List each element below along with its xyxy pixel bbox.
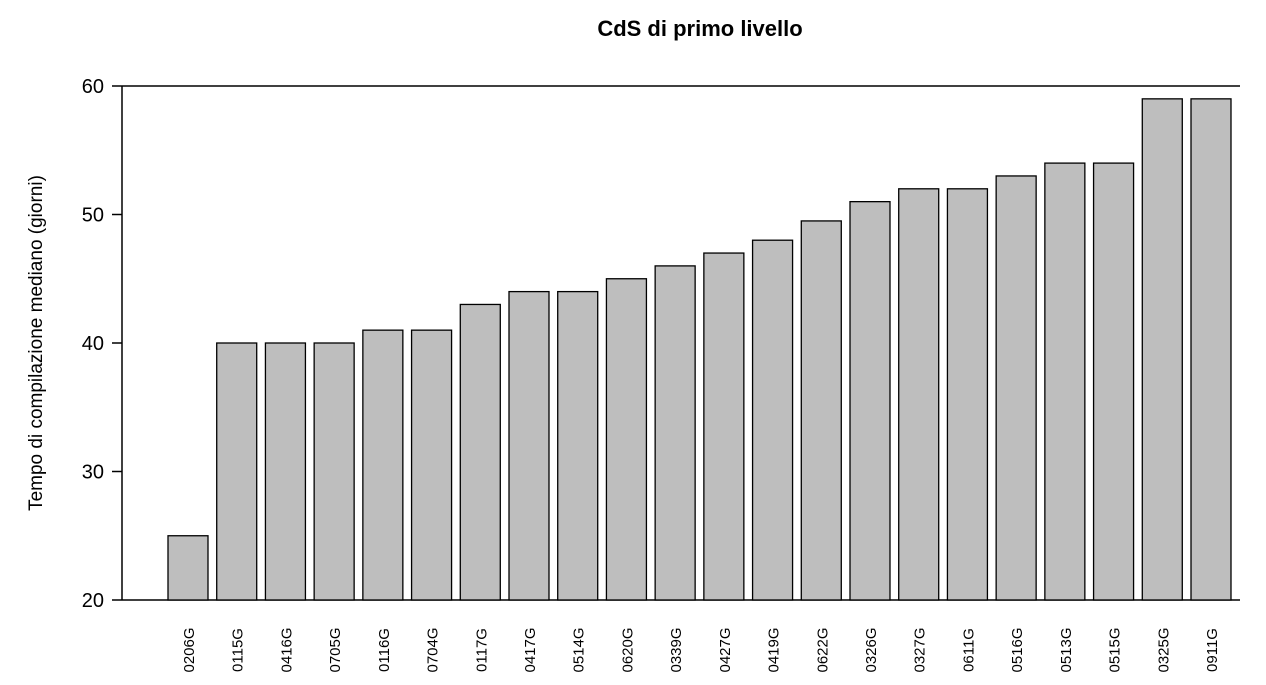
x-tick-label: 0611G <box>960 628 977 672</box>
bar <box>508 290 550 601</box>
bar <box>557 290 599 601</box>
bar <box>459 303 501 601</box>
bar <box>1092 162 1135 601</box>
bar <box>654 265 696 601</box>
bar <box>946 188 989 601</box>
x-tick-label: 0516G <box>1009 627 1026 672</box>
x-tick-label: 0427G <box>717 627 734 672</box>
x-tick-label: 0704G <box>425 627 442 672</box>
bar <box>1141 98 1183 601</box>
bar <box>362 329 404 601</box>
bar <box>216 342 258 601</box>
bar <box>703 252 745 601</box>
x-tick-label: 0514G <box>571 627 588 672</box>
y-tick-label: 20 <box>82 590 104 612</box>
bar <box>264 342 307 601</box>
bar <box>1044 162 1086 601</box>
y-axis-label: Tempo di compilazione mediano (giorni) <box>26 175 47 511</box>
bar <box>995 175 1037 601</box>
x-tick-label: 0620G <box>619 627 636 672</box>
y-tick-label: 50 <box>82 205 104 227</box>
x-tick-label: 0327G <box>912 627 929 672</box>
x-tick-label: 0705G <box>327 627 344 672</box>
x-tick-label: 0417G <box>522 627 539 672</box>
bar <box>1190 98 1232 601</box>
bar <box>167 535 209 601</box>
x-tick-label: 0419G <box>766 627 783 672</box>
x-tick-label: 0326G <box>863 627 880 672</box>
x-tick-label: 0206G <box>181 627 198 672</box>
bar <box>800 220 842 601</box>
chart-title: CdS di primo livello <box>597 16 802 41</box>
x-tick-label: 0339G <box>668 627 685 672</box>
bar <box>605 278 648 601</box>
x-tick-label: 0116G <box>376 628 393 672</box>
x-tick-label: 0115G <box>230 628 247 672</box>
y-tick-label: 30 <box>82 462 104 484</box>
x-tick-label: 0325G <box>1155 627 1172 672</box>
x-tick-label: 0513G <box>1058 627 1075 672</box>
x-tick-label: 0416G <box>278 627 295 672</box>
x-tick-label: 0911G <box>1204 628 1221 672</box>
y-tick-label: 60 <box>82 76 104 98</box>
x-tick-label: 0515G <box>1107 627 1124 672</box>
bar <box>410 329 453 601</box>
x-tick-label: 0117G <box>473 628 490 672</box>
x-tick-label: 0622G <box>814 627 831 672</box>
y-tick-label: 40 <box>82 333 104 355</box>
bar <box>898 188 940 601</box>
bar <box>751 239 794 601</box>
bar <box>849 200 891 601</box>
bar <box>313 342 355 601</box>
